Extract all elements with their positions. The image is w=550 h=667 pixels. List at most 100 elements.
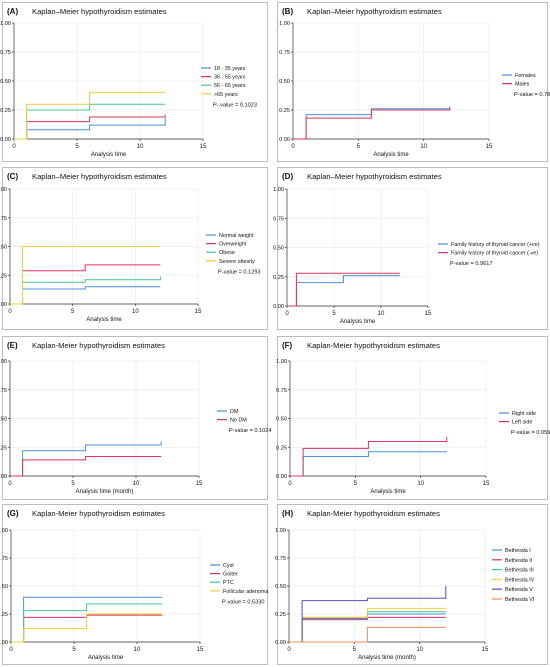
series-line-3 bbox=[11, 613, 163, 643]
y-tick-label: 0.75 bbox=[0, 216, 7, 222]
x-tick-label: 5 bbox=[72, 647, 76, 653]
legend-label: DM bbox=[230, 409, 239, 415]
legend-label: 18 - 35 years bbox=[214, 66, 246, 72]
series-line-3 bbox=[14, 92, 166, 140]
y-tick-label: 1.00 bbox=[0, 528, 8, 534]
y-tick-label: 0.75 bbox=[0, 50, 11, 56]
panel-label: (E) bbox=[7, 341, 18, 350]
x-axis-label: Analysis time bbox=[370, 489, 406, 495]
panel-border bbox=[2, 2, 268, 162]
y-tick-label: 0.75 bbox=[0, 388, 7, 394]
y-tick-label: 1.00 bbox=[0, 21, 11, 27]
y-tick-label: 0.75 bbox=[279, 50, 290, 56]
chart-title: Kaplan-Meier hypothyroidism estimates bbox=[32, 341, 165, 350]
chart-title: Kaplan-Meier hypothyroidism estimates bbox=[32, 509, 165, 518]
km-panel-b: (B) Kaplan–Meier hypothyroidism estimates… bbox=[277, 2, 550, 162]
x-tick-label: 10 bbox=[420, 144, 427, 150]
panel-label: (F) bbox=[282, 341, 293, 350]
panel-label: (H) bbox=[282, 509, 293, 518]
x-tick-label: 5 bbox=[71, 309, 75, 315]
panel-label: (D) bbox=[282, 172, 293, 181]
km-panel-c: (C) Kaplan–Meier hypothyroidism estimates… bbox=[0, 167, 268, 330]
y-tick-label: 0.00 bbox=[0, 302, 7, 308]
p-value-text: P-value = 0.7853 bbox=[514, 92, 550, 98]
y-tick-label: 0.00 bbox=[276, 474, 287, 480]
x-tick-label: 0 bbox=[9, 647, 13, 653]
x-axis-label: Analysis time bbox=[86, 317, 122, 323]
x-tick-label: 15 bbox=[483, 481, 490, 487]
legend-label: Obese bbox=[219, 250, 235, 256]
legend-label: Goiter bbox=[223, 572, 238, 578]
x-tick-label: 10 bbox=[137, 144, 144, 150]
x-tick-label: 15 bbox=[200, 144, 207, 150]
x-tick-label: 5 bbox=[75, 144, 79, 150]
series-line-3 bbox=[10, 246, 161, 305]
y-tick-label: 0.25 bbox=[0, 108, 11, 114]
x-tick-label: 5 bbox=[353, 647, 357, 653]
legend-label: Right side bbox=[512, 411, 536, 417]
legend-label: Left side bbox=[512, 420, 532, 426]
y-tick-label: 0.25 bbox=[0, 612, 8, 618]
km-panel-e: (E) Kaplan-Meier hypothyroidism estimates… bbox=[0, 336, 271, 500]
km-panel-f: (F) Kaplan-Meier hypothyroidism estimates… bbox=[276, 336, 550, 500]
y-tick-label: 0.00 bbox=[0, 137, 11, 143]
x-tick-label: 10 bbox=[133, 481, 140, 487]
x-tick-label: 0 bbox=[8, 481, 12, 487]
x-axis-label: Analysis time bbox=[88, 655, 124, 661]
series-line-5 bbox=[289, 626, 446, 643]
y-tick-label: 0.25 bbox=[0, 445, 7, 451]
y-tick-label: 0.25 bbox=[279, 108, 290, 114]
panel-label: (A) bbox=[7, 7, 18, 16]
p-value-text: P-value = 0.1024 bbox=[229, 428, 271, 434]
p-value-text: P-value = 0.5330 bbox=[222, 599, 264, 605]
legend-label: Bethesda II bbox=[505, 558, 532, 564]
p-value-text: P-value = 0.1293 bbox=[218, 269, 260, 275]
x-tick-label: 10 bbox=[134, 647, 141, 653]
km-panel-d: (D) Kaplan–Meier hypothyroidism estimates… bbox=[273, 167, 548, 330]
y-tick-label: 1.00 bbox=[279, 21, 290, 27]
panel-label: (C) bbox=[7, 172, 18, 181]
legend-label: Overweight bbox=[219, 242, 247, 248]
y-tick-label: 0.00 bbox=[273, 304, 284, 310]
panel-label: (B) bbox=[282, 7, 293, 16]
y-tick-label: 0.75 bbox=[273, 216, 284, 222]
km-panel-g: (G) Kaplan-Meier hypothyroidism estimates… bbox=[0, 504, 269, 665]
x-tick-label: 15 bbox=[425, 311, 432, 317]
x-tick-label: 0 bbox=[288, 481, 292, 487]
chart-title: Kaplan–Meier hypothyroidism estimates bbox=[32, 172, 167, 181]
legend-label: Bethesda I bbox=[505, 548, 531, 554]
legend-label: Cyst bbox=[223, 563, 234, 569]
y-tick-label: 0.50 bbox=[0, 245, 7, 251]
y-tick-label: 0.75 bbox=[275, 556, 286, 562]
y-tick-label: 0.00 bbox=[0, 474, 7, 480]
y-tick-label: 0.50 bbox=[273, 246, 284, 252]
legend-label: Family history of thyroid cancer (-ve) bbox=[451, 251, 538, 257]
chart-title: Kaplan–Meier hypothyroidism estimates bbox=[307, 172, 442, 181]
y-tick-label: 1.00 bbox=[275, 528, 286, 534]
y-tick-label: 0.75 bbox=[0, 556, 8, 562]
y-tick-label: 0.75 bbox=[276, 388, 287, 394]
x-tick-label: 10 bbox=[417, 481, 424, 487]
legend-label: Bethesda III bbox=[505, 568, 534, 574]
legend-label: Follicular adenoma bbox=[223, 589, 269, 595]
chart-title: Kaplan–Meier hypothyroidism estimates bbox=[32, 7, 167, 16]
chart-title: Kaplan-Meier hypothyroidism estimates bbox=[307, 341, 440, 350]
panel-border bbox=[277, 2, 548, 162]
panel-border bbox=[2, 504, 268, 665]
x-tick-label: 15 bbox=[197, 647, 204, 653]
km-panel-a: (A) Kaplan–Meier hypothyroidism estimates… bbox=[0, 2, 268, 162]
y-tick-label: 0.50 bbox=[0, 417, 7, 423]
y-tick-label: 0.50 bbox=[276, 417, 287, 423]
series-line-1 bbox=[287, 272, 400, 307]
p-value-text: P- value = 0.1023 bbox=[213, 102, 257, 108]
panel-border bbox=[277, 167, 548, 330]
legend-label: PTC bbox=[223, 580, 234, 586]
y-tick-label: 0.25 bbox=[275, 612, 286, 618]
x-axis-label: Analysis time bbox=[373, 152, 409, 158]
panel-border bbox=[277, 504, 548, 665]
x-tick-label: 10 bbox=[132, 309, 139, 315]
legend-label: 36 - 55 years bbox=[214, 75, 246, 81]
x-tick-label: 0 bbox=[291, 144, 295, 150]
x-tick-label: 5 bbox=[354, 481, 358, 487]
y-tick-label: 0.00 bbox=[279, 137, 290, 143]
